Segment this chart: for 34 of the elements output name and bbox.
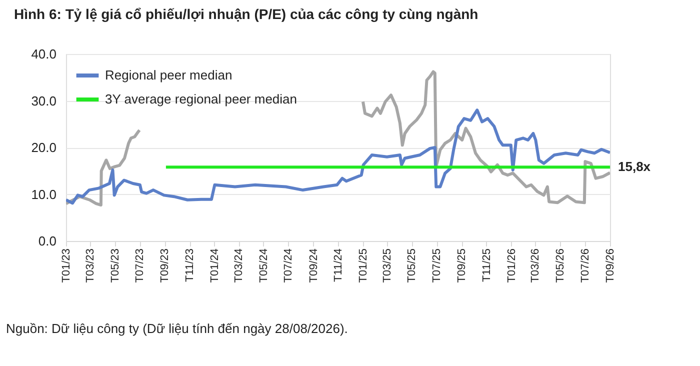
x-tick-label: T05/23 [109, 248, 122, 283]
x-tick-label: T03/24 [233, 248, 246, 283]
x-tick-label: T11/25 [480, 248, 493, 282]
x-tick-label: T09/24 [308, 248, 320, 283]
x-tick-label: T03/23 [84, 248, 96, 283]
data-label: 15,8x [618, 159, 652, 174]
chart-title: Hình 6: Tỷ lệ giá cổ phiếu/lợi nhuận (P/E) của các công ty cùng ngành [14, 6, 478, 22]
x-tick-label: T11/23 [184, 248, 196, 282]
legend-label: Regional peer median [105, 68, 232, 82]
x-tick-label: T05/24 [258, 248, 270, 283]
x-tick-label: T01/26 [506, 248, 518, 283]
x-tick-label: T09/26 [604, 248, 616, 283]
x-tick-label: T01/23 [60, 248, 72, 283]
x-tick-label: T09/25 [456, 248, 468, 283]
text: Nguồn: Dữ liệu công ty (Dữ liệu tính đến ngày 28/08/2026). [6, 321, 348, 336]
y-tick-label: 10.0 [31, 186, 56, 202]
x-tick-label: T05/25 [406, 248, 418, 283]
y-tick-label: 40.0 [31, 46, 56, 62]
x-tick-label: T07/23 [134, 248, 146, 283]
x-tick-label: T03/26 [530, 248, 542, 283]
x-tick-label: T03/25 [381, 248, 394, 283]
y-tick-label: 30.0 [31, 93, 56, 108]
y-tick-label: 0.0 [38, 234, 56, 248]
x-tick-label: T01/24 [208, 248, 221, 283]
legend-label: 3Y average regional peer median [105, 92, 298, 106]
line-series [66, 108, 610, 205]
x-tick-label: T11/24 [332, 248, 345, 282]
x-tick-label: T01/25 [357, 248, 370, 283]
x-tick-label: T07/25 [431, 248, 444, 283]
x-tick-label: T07/24 [282, 248, 295, 283]
x-tick-label: T07/26 [579, 248, 592, 283]
x-tick-label: T09/23 [159, 248, 172, 283]
y-tick-label: 20.0 [31, 140, 56, 155]
x-tick-label: T05/26 [554, 248, 567, 283]
